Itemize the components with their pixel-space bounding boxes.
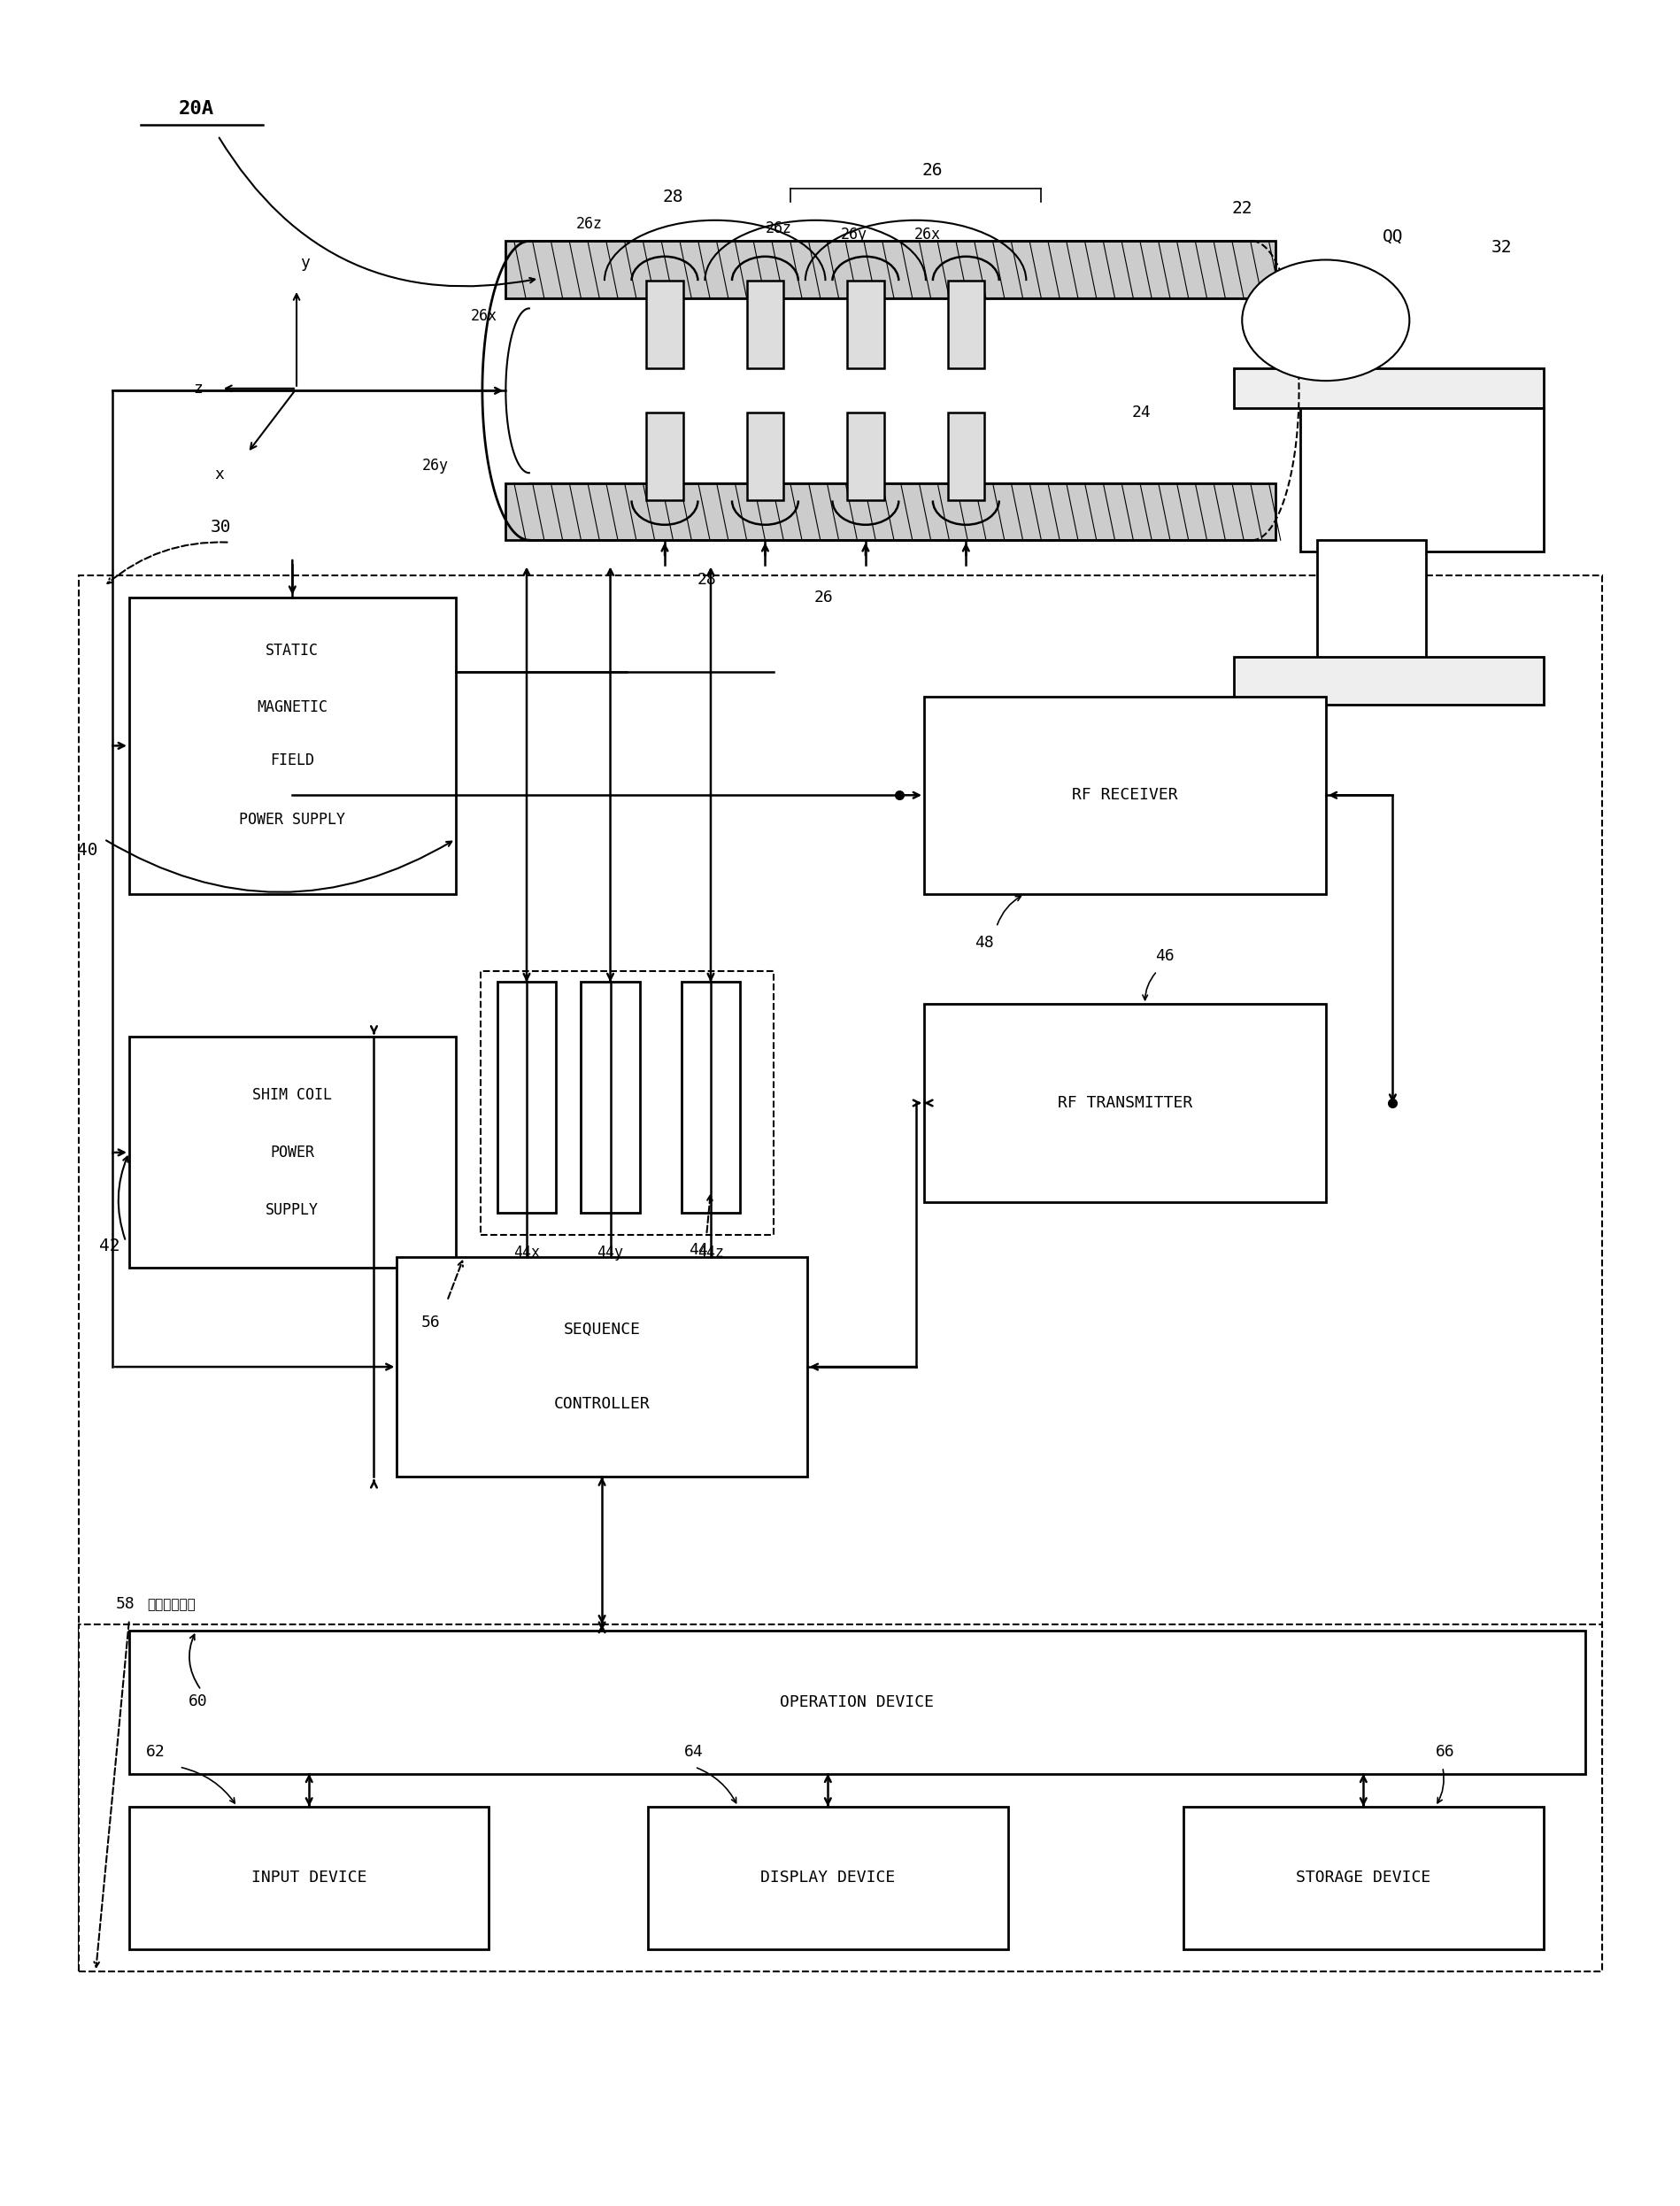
- Bar: [129, 598, 455, 893]
- Text: 56: 56: [420, 1315, 440, 1330]
- Bar: [924, 1004, 1326, 1202]
- Bar: [1233, 657, 1542, 706]
- Text: 26y: 26y: [422, 457, 449, 474]
- Bar: [480, 971, 773, 1235]
- Bar: [648, 1807, 1008, 1950]
- Text: 26: 26: [813, 589, 833, 604]
- Text: 32: 32: [1490, 238, 1510, 256]
- Text: FIELD: FIELD: [270, 752, 314, 768]
- Text: RF RECEIVER: RF RECEIVER: [1072, 788, 1178, 803]
- Bar: [948, 280, 984, 368]
- Bar: [497, 982, 556, 1213]
- Text: 44y: 44y: [596, 1244, 623, 1260]
- Bar: [647, 280, 682, 368]
- Text: z: z: [193, 379, 203, 397]
- Bar: [1300, 408, 1542, 552]
- Bar: [129, 1630, 1584, 1774]
- Text: RF TRANSMITTER: RF TRANSMITTER: [1057, 1094, 1191, 1112]
- Bar: [396, 1257, 806, 1476]
- Text: STORAGE DEVICE: STORAGE DEVICE: [1295, 1871, 1430, 1886]
- Text: 20A: 20A: [178, 99, 213, 119]
- Text: INPUT DEVICE: INPUT DEVICE: [252, 1871, 366, 1886]
- Text: 26z: 26z: [764, 221, 791, 236]
- Text: 28: 28: [662, 190, 684, 205]
- Text: QQ: QQ: [1381, 229, 1403, 245]
- Text: 44z: 44z: [697, 1244, 724, 1260]
- Text: 46: 46: [1154, 949, 1174, 964]
- Bar: [847, 413, 884, 501]
- Text: SEQUENCE: SEQUENCE: [563, 1321, 640, 1337]
- Text: SHIM COIL: SHIM COIL: [252, 1088, 333, 1103]
- Text: 60: 60: [188, 1692, 207, 1710]
- Text: 48: 48: [974, 935, 993, 951]
- Bar: [1317, 540, 1425, 662]
- Text: コンピュータ: コンピュータ: [146, 1597, 195, 1610]
- Text: OPERATION DEVICE: OPERATION DEVICE: [780, 1694, 934, 1710]
- Text: 62: 62: [146, 1743, 165, 1760]
- Text: 66: 66: [1435, 1743, 1453, 1760]
- Bar: [129, 1037, 455, 1268]
- Text: 22: 22: [1231, 201, 1252, 216]
- Text: 64: 64: [684, 1743, 702, 1760]
- Bar: [746, 280, 783, 368]
- Ellipse shape: [1242, 260, 1410, 382]
- Text: 26x: 26x: [914, 227, 941, 243]
- Text: STATIC: STATIC: [265, 642, 319, 660]
- Bar: [647, 413, 682, 501]
- Bar: [79, 1624, 1601, 1972]
- Text: 26x: 26x: [470, 309, 497, 324]
- Text: 24: 24: [1131, 404, 1151, 421]
- Bar: [746, 413, 783, 501]
- Text: MAGNETIC: MAGNETIC: [257, 699, 328, 715]
- Bar: [680, 982, 739, 1213]
- Bar: [924, 697, 1326, 893]
- Bar: [847, 280, 884, 368]
- Bar: [506, 240, 1275, 298]
- Bar: [1233, 368, 1542, 408]
- Text: DISPLAY DEVICE: DISPLAY DEVICE: [759, 1871, 895, 1886]
- Text: 44x: 44x: [512, 1244, 539, 1260]
- Bar: [129, 1807, 489, 1950]
- Text: POWER: POWER: [270, 1145, 314, 1160]
- Bar: [79, 576, 1601, 1972]
- Text: 26y: 26y: [840, 227, 867, 243]
- Text: 30: 30: [210, 518, 232, 536]
- Text: x: x: [215, 468, 223, 483]
- Text: 58: 58: [116, 1597, 134, 1613]
- Bar: [506, 483, 1275, 540]
- Text: 40: 40: [77, 843, 97, 858]
- Text: CONTROLLER: CONTROLLER: [553, 1396, 650, 1412]
- Text: SUPPLY: SUPPLY: [265, 1202, 319, 1218]
- Bar: [581, 982, 640, 1213]
- Text: 44: 44: [689, 1242, 707, 1257]
- Bar: [1183, 1807, 1542, 1950]
- Text: 26: 26: [922, 163, 942, 179]
- Text: 28: 28: [697, 571, 716, 587]
- Text: y: y: [301, 256, 309, 271]
- Text: 42: 42: [99, 1238, 119, 1255]
- Text: POWER SUPPLY: POWER SUPPLY: [239, 812, 346, 827]
- Bar: [948, 413, 984, 501]
- Text: 26z: 26z: [576, 216, 603, 232]
